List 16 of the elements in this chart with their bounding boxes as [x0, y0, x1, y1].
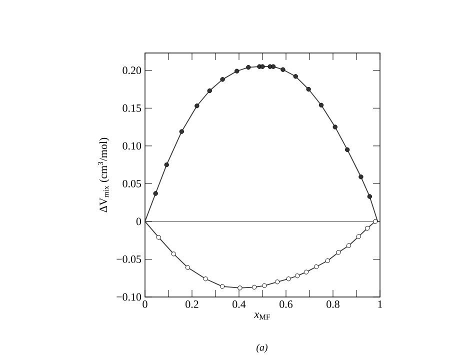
x-tick-label: 0.4: [232, 300, 246, 308]
y-tick-label: −0.05: [116, 256, 142, 263]
y-tick-label: 0.20: [122, 66, 142, 74]
x-tick-label: 0.6: [280, 300, 293, 308]
x-tick-label: 0: [142, 300, 148, 308]
x-axis-title: x$_{MF}$: [254, 312, 270, 320]
y-tick-label: 0.10: [122, 142, 142, 150]
x-tick-label: 0.2: [186, 300, 198, 308]
y-axis-title: ΔV$_{mix}$ (cm$^{3}$/mol): [98, 138, 110, 212]
y-tick-label: 0: [136, 218, 142, 226]
y-tick-label: 0.05: [122, 180, 142, 188]
y-tick-label: −0.10: [116, 293, 142, 301]
y-tick-label: 0.15: [122, 104, 142, 112]
x-tick-label: 1: [378, 300, 382, 308]
text: (a): [256, 344, 268, 353]
x-tick-label: 0.8: [326, 300, 340, 308]
